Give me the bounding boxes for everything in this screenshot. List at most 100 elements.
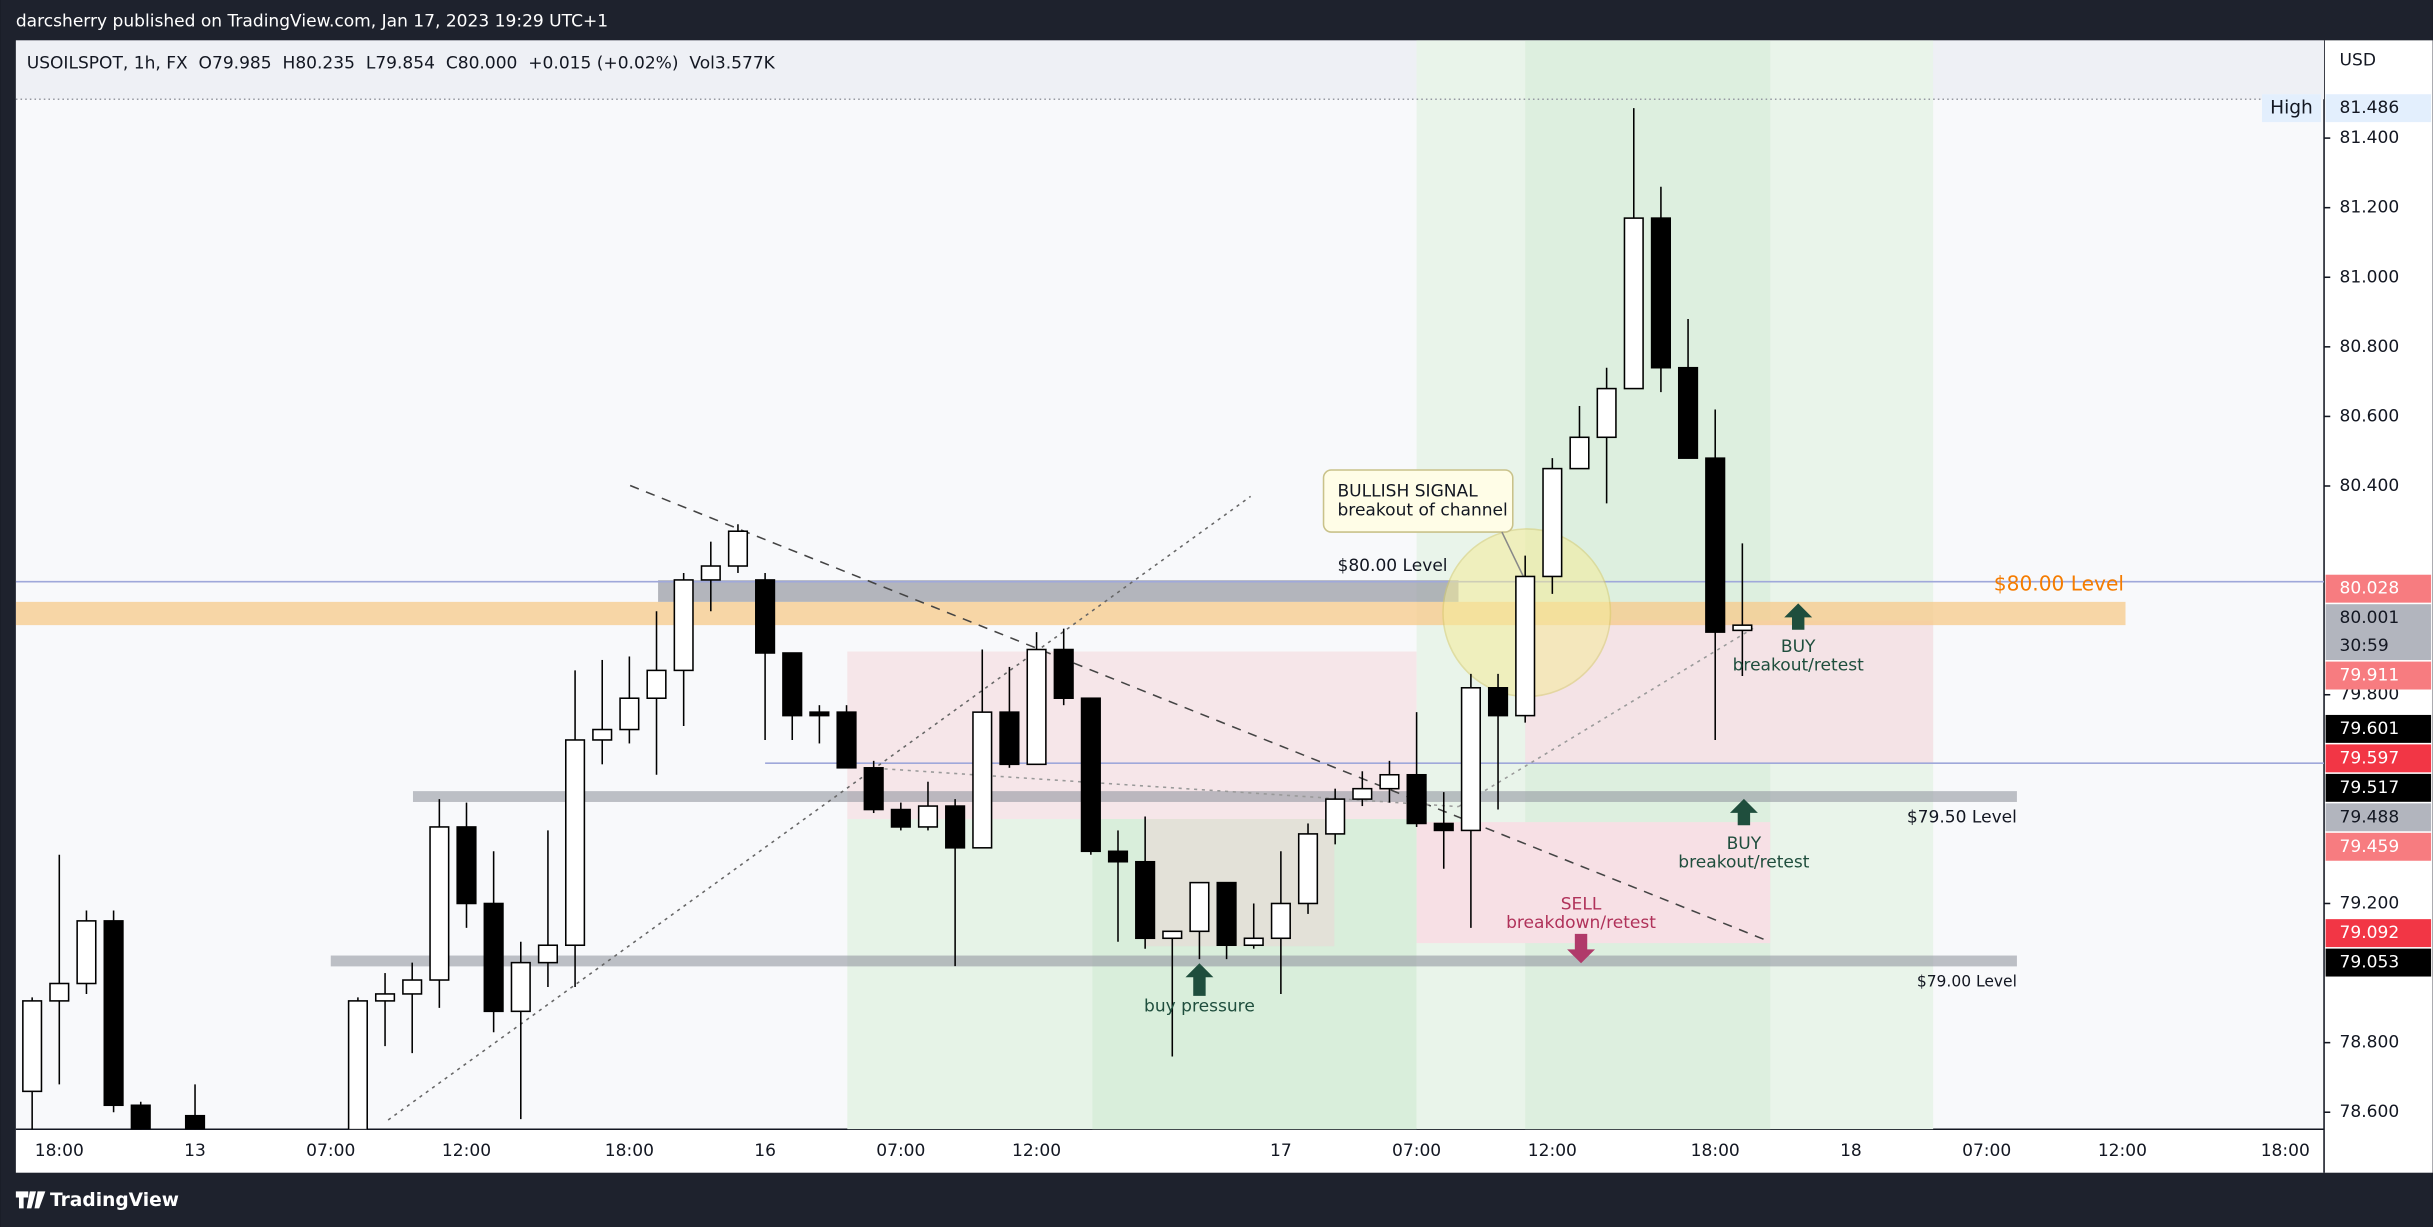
y-tick-label: 80.600 [2340, 406, 2400, 426]
x-tick-label: 12:00 [442, 1141, 491, 1161]
y-tick-label: 78.600 [2340, 1102, 2400, 1122]
annotation: $79.50 Level [1907, 807, 2017, 827]
currency: USD [2340, 50, 2376, 70]
candle-body [1107, 850, 1129, 863]
arrow-up [1729, 798, 1758, 826]
candle-body [700, 565, 721, 581]
x-tick-label: 18:00 [1691, 1141, 1740, 1161]
x-tick-label: 18:00 [35, 1141, 84, 1161]
annotation: SELL [1561, 894, 1602, 914]
drawings [15, 40, 2325, 1130]
arrow-down [1567, 933, 1595, 964]
callout-pointer [1501, 531, 1525, 578]
x-tick-label: 16 [754, 1141, 776, 1161]
candle-body [809, 711, 830, 717]
price-label: 79.517 [2340, 778, 2400, 798]
candle-body [456, 826, 477, 905]
trend-line [387, 495, 1252, 1121]
candle-body [592, 728, 613, 741]
candle-body [22, 1000, 43, 1093]
candle-body [429, 826, 450, 981]
y-tick-label: 80.800 [2340, 337, 2400, 357]
candle-body [1732, 624, 1753, 632]
y-tick-label: 80.400 [2340, 476, 2400, 496]
candle-body [1135, 860, 1156, 940]
candle-body [347, 1000, 368, 1130]
x-tick-label: 18:00 [2261, 1141, 2310, 1161]
countdown: 30:59 [2340, 636, 2389, 656]
candle-body [1596, 387, 1617, 439]
price-label-bg [2325, 832, 2432, 861]
info: O79.985 [199, 54, 272, 74]
annotation: $80.00 Level [1994, 571, 2124, 595]
price-label: 80.001 [2340, 608, 2400, 628]
candle-body [1650, 217, 1672, 369]
tag: High [2270, 98, 2313, 119]
price-label-bg [2325, 714, 2432, 743]
legend-strip [15, 40, 2325, 100]
y-tick-label: 79.200 [2340, 893, 2400, 913]
candle-body [1026, 648, 1047, 766]
x-tick-label: 18:00 [605, 1141, 654, 1161]
candle-body [1189, 881, 1210, 933]
annotation: BULLISH SIGNAL [1337, 482, 1478, 502]
candle-body [1569, 436, 1590, 470]
price-label-bg [2325, 94, 2432, 123]
callout [1322, 469, 1514, 533]
x-tick-label: 18 [1840, 1141, 1862, 1161]
candle-body [782, 652, 803, 717]
annotation: buy pressure [1144, 997, 1255, 1017]
candle-body [890, 808, 911, 828]
y-tick-label: 81.200 [2340, 198, 2400, 218]
price-label: 79.488 [2340, 807, 2400, 827]
candle-body [1352, 787, 1373, 800]
price-label-bg [2325, 919, 2432, 948]
candle-body [76, 920, 97, 985]
y-tick-label: 79.800 [2340, 685, 2400, 705]
info: L79.854 [366, 54, 435, 74]
candle-body [1705, 457, 1726, 633]
level-band [15, 601, 2126, 626]
price-label-bg [2325, 948, 2432, 977]
candle-body [184, 1114, 206, 1130]
x-tick-label: 07:00 [876, 1141, 925, 1161]
candle-body [49, 982, 70, 1002]
price-label: 79.459 [2340, 837, 2400, 857]
candle-body [1080, 697, 1101, 853]
price-label-bg [2325, 574, 2432, 603]
brand-logo [15, 1191, 46, 1209]
candle-body [510, 961, 531, 1013]
publisher: darcsherry published on TradingView.com,… [16, 12, 608, 32]
candle-body [1216, 881, 1237, 947]
candle-body [917, 805, 939, 828]
x-tick-label: 17 [1270, 1141, 1292, 1161]
arrow-up [1185, 963, 1214, 996]
candle-body [1325, 798, 1346, 835]
candle-body [1487, 687, 1509, 717]
brand: TradingView [50, 1190, 179, 1211]
price-label: 81.486 [2340, 98, 2400, 118]
candle-body [646, 669, 667, 699]
level-band [658, 580, 1459, 602]
candle-body [1162, 930, 1183, 940]
candle-body [1515, 575, 1536, 717]
price-label-bg [2325, 604, 2432, 661]
candle-body [1297, 833, 1319, 905]
candle-body [130, 1104, 151, 1130]
candle-body [374, 993, 396, 1002]
info: Vol3.577K [689, 54, 775, 74]
symbol: USOILSPOT, 1h, FX [27, 54, 188, 74]
candle-body [999, 711, 1020, 766]
annotation: breakout of channel [1337, 500, 1507, 520]
candle-body [1270, 902, 1291, 940]
candle-body [972, 711, 993, 849]
candle-body [1460, 687, 1481, 832]
annotation: BUY [1727, 834, 1762, 854]
candle-body [564, 739, 586, 947]
candle-body [755, 579, 776, 654]
x-tick-label: 07:00 [306, 1141, 355, 1161]
candle-body [103, 920, 124, 1107]
candles [22, 108, 1753, 1130]
candle-body [1243, 937, 1264, 947]
candle-body [673, 579, 694, 672]
